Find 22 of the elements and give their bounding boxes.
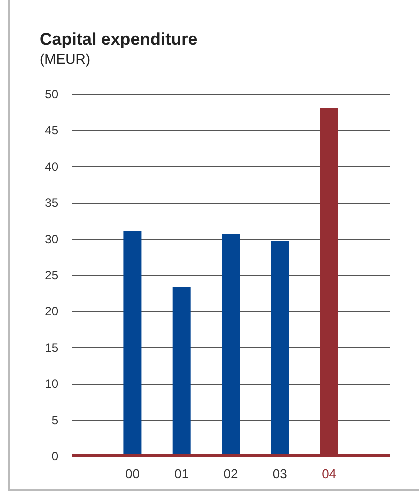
y-tick-label: 5 (52, 413, 59, 428)
y-tick-label: 30 (45, 232, 59, 246)
x-tick-label: 02 (224, 466, 238, 482)
y-tick-label: 50 (45, 88, 59, 102)
y-tick-label: 10 (45, 377, 59, 392)
chart-subtitle: (MEUR) (40, 51, 91, 67)
x-tick-label: 03 (272, 466, 288, 482)
y-tick-label: 40 (45, 160, 59, 174)
chart-title: Capital expenditure (40, 30, 198, 49)
x-tick-label: 01 (174, 466, 190, 482)
bar (172, 287, 191, 456)
y-tick-label: 0 (52, 450, 59, 464)
x-tick-label: 00 (125, 466, 140, 482)
y-tick-label: 20 (45, 304, 59, 319)
y-tick-label: 15 (45, 340, 59, 355)
y-tick-label: 25 (45, 268, 59, 282)
bar (271, 240, 290, 456)
y-tick-label: 45 (45, 124, 59, 138)
x-tick-label: 04 (322, 466, 337, 482)
bar (222, 234, 240, 456)
bar (124, 232, 142, 456)
y-tick-label: 35 (45, 196, 59, 210)
